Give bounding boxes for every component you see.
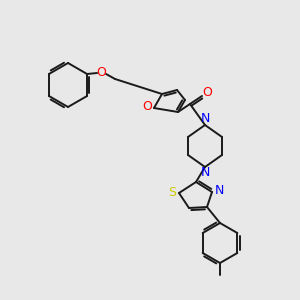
Text: N: N [200,112,210,125]
Text: O: O [96,67,106,80]
Text: S: S [168,187,176,200]
Text: N: N [214,184,224,196]
Text: O: O [142,100,152,112]
Text: O: O [202,86,212,100]
Text: N: N [200,167,210,179]
